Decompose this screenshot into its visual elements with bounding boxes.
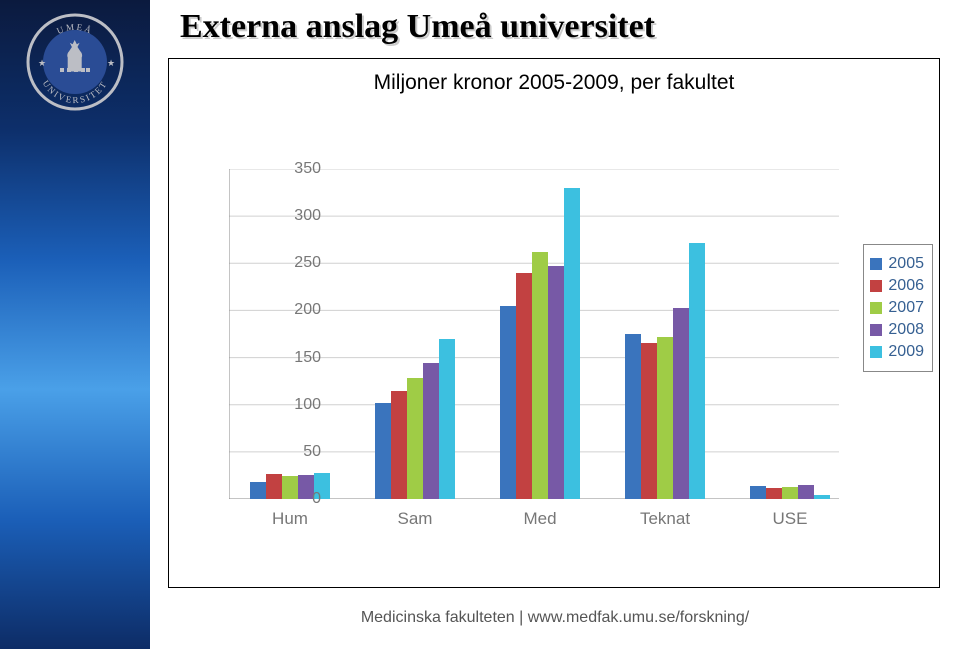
chart-bar [548, 266, 564, 499]
x-category-label: USE [773, 509, 808, 529]
y-tick-label: 0 [281, 490, 321, 508]
university-seal-icon: UMEÅ UNIVERSITET ★ ★ [25, 12, 125, 112]
main-content: Externa anslag Umeå universitet Miljoner… [150, 0, 960, 649]
legend-item: 2005 [870, 255, 924, 273]
page-title: Externa anslag Umeå universitet [180, 8, 655, 46]
chart-bar [673, 308, 689, 499]
chart-subtitle: Miljoner kronor 2005-2009, per fakultet [169, 71, 939, 95]
chart-bar [266, 474, 282, 499]
y-tick-label: 250 [281, 254, 321, 272]
chart-bar [782, 487, 798, 499]
svg-text:★: ★ [38, 58, 48, 68]
legend-label: 2009 [888, 343, 924, 361]
page-footer: Medicinska fakulteten | www.medfak.umu.s… [150, 609, 960, 627]
chart-bar [250, 482, 266, 499]
y-tick-label: 300 [281, 207, 321, 225]
legend-item: 2009 [870, 343, 924, 361]
chart-bar [798, 485, 814, 499]
legend-label: 2008 [888, 321, 924, 339]
chart-container: Miljoner kronor 2005-2009, per fakultet … [168, 58, 940, 588]
y-tick-label: 350 [281, 160, 321, 178]
y-tick-label: 50 [281, 443, 321, 461]
chart-bar [439, 339, 455, 499]
chart-bar [657, 337, 673, 499]
sidebar: UMEÅ UNIVERSITET ★ ★ [0, 0, 150, 649]
legend-item: 2006 [870, 277, 924, 295]
legend-item: 2008 [870, 321, 924, 339]
legend-item: 2007 [870, 299, 924, 317]
chart-bar [532, 252, 548, 499]
chart-bar [625, 334, 641, 499]
chart-bar [564, 188, 580, 499]
chart-bar [641, 343, 657, 499]
legend-swatch [870, 324, 882, 336]
x-category-label: Hum [272, 509, 308, 529]
chart-bar [814, 495, 830, 499]
x-category-label: Teknat [640, 509, 690, 529]
legend-swatch [870, 258, 882, 270]
legend-swatch [870, 280, 882, 292]
x-category-label: Sam [398, 509, 433, 529]
chart-bar [750, 486, 766, 499]
legend-label: 2005 [888, 255, 924, 273]
svg-text:★: ★ [107, 58, 117, 68]
y-tick-label: 100 [281, 396, 321, 414]
chart-bar [375, 403, 391, 499]
chart-bar [516, 273, 532, 499]
y-tick-label: 200 [281, 301, 321, 319]
chart-bar [500, 306, 516, 499]
legend-swatch [870, 346, 882, 358]
legend-swatch [870, 302, 882, 314]
chart-bar [407, 378, 423, 499]
legend-label: 2006 [888, 277, 924, 295]
x-category-label: Med [523, 509, 556, 529]
legend-label: 2007 [888, 299, 924, 317]
chart-bar [689, 243, 705, 499]
chart-bar [423, 363, 439, 499]
y-tick-label: 150 [281, 349, 321, 367]
chart-legend: 2005 2006 2007 2008 2009 [863, 244, 933, 372]
chart-bar [391, 391, 407, 499]
chart-bar [766, 488, 782, 499]
